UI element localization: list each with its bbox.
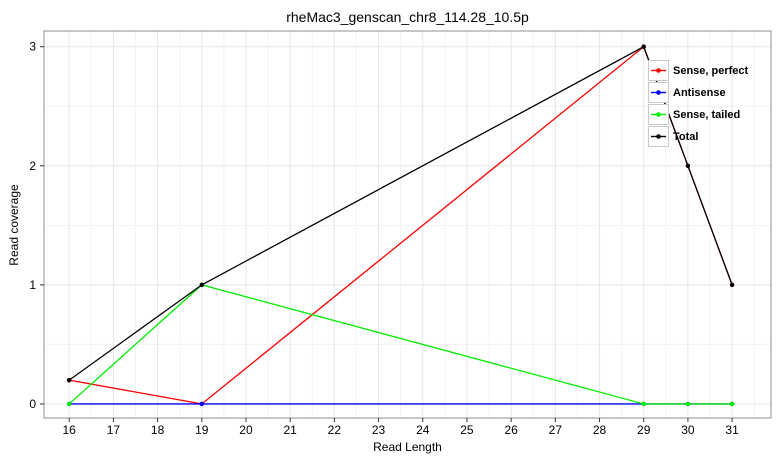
- x-axis-label: Read Length: [373, 440, 442, 454]
- y-tick-label: 3: [29, 40, 36, 54]
- x-tick-label: 17: [107, 423, 121, 437]
- series-point-sense-tailed: [685, 401, 691, 407]
- series-point-total: [199, 282, 204, 288]
- x-tick-label: 28: [593, 423, 607, 437]
- legend-key-sense-tailed: [648, 104, 669, 125]
- x-tick-label: 26: [504, 423, 518, 437]
- chart-title: rheMac3_genscan_chr8_114.28_10.5p: [286, 9, 529, 25]
- legend-item-antisense: Antisense: [648, 82, 748, 103]
- series-point-total: [685, 163, 691, 168]
- series-point-total: [66, 377, 72, 383]
- x-tick-label: 20: [239, 423, 253, 437]
- series-point-sense-tailed: [729, 401, 735, 407]
- series-point-total: [641, 44, 646, 49]
- x-axis-ticks: 16 17 18 19 20 21 22 23 24 25 26 27 28 29 30 31: [63, 418, 739, 437]
- series-point-sense-tailed: [641, 401, 646, 407]
- legend-label: Antisense: [673, 86, 726, 99]
- series-point-sense-tailed: [66, 401, 72, 407]
- y-tick-label: 2: [29, 159, 36, 173]
- line-marker-icon: [651, 112, 666, 117]
- y-tick-label: 1: [29, 278, 36, 292]
- x-tick-label: 31: [725, 423, 739, 437]
- x-tick-label: 19: [195, 423, 209, 437]
- line-marker-icon: [651, 90, 666, 95]
- y-axis-ticks: 0 1 2 3: [29, 40, 44, 411]
- y-tick-label: 0: [29, 397, 36, 411]
- series-point-antisense: [199, 401, 204, 407]
- x-tick-label: 24: [416, 423, 430, 437]
- x-tick-label: 16: [63, 423, 77, 437]
- legend-label: Total: [673, 130, 699, 143]
- legend-item-sense-perfect: Sense, perfect: [648, 60, 748, 81]
- x-tick-label: 30: [681, 423, 695, 437]
- panel-border: [43, 30, 772, 419]
- legend-key-sense-perfect: [648, 60, 669, 81]
- line-marker-icon: [651, 68, 666, 73]
- x-tick-label: 25: [460, 423, 474, 437]
- x-tick-label: 18: [151, 423, 165, 437]
- series-total: [66, 44, 735, 383]
- line-marker-icon: [651, 134, 666, 139]
- x-tick-label: 29: [637, 423, 651, 437]
- legend-key-antisense: [648, 82, 669, 103]
- legend-item-sense-tailed: Sense, tailed: [648, 104, 748, 125]
- x-tick-label: 27: [549, 423, 563, 437]
- series-point-total: [729, 282, 735, 288]
- x-tick-label: 21: [283, 423, 297, 437]
- chart-legend: Sense, perfect Antisense Sense, tailed Tota…: [648, 60, 748, 148]
- legend-item-total: Total: [648, 126, 748, 147]
- legend-label: Sense, tailed: [673, 108, 741, 121]
- legend-label: Sense, perfect: [673, 64, 749, 77]
- x-tick-label: 22: [328, 423, 342, 437]
- legend-key-total: [648, 126, 669, 147]
- x-tick-label: 23: [372, 423, 386, 437]
